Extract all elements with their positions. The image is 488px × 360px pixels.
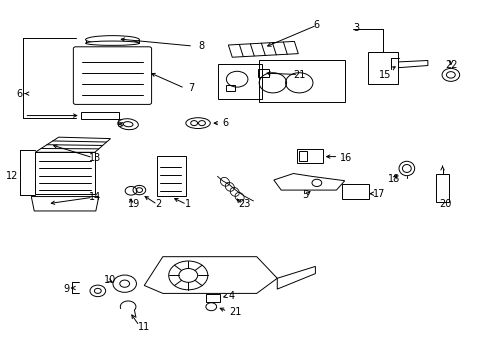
Bar xyxy=(435,174,448,202)
Text: 14: 14 xyxy=(89,192,101,202)
Text: 9: 9 xyxy=(63,284,69,294)
Bar xyxy=(258,69,268,77)
Bar xyxy=(342,184,368,199)
Bar xyxy=(206,294,220,302)
Text: 18: 18 xyxy=(387,174,399,184)
Text: 5: 5 xyxy=(302,190,308,200)
Text: 6: 6 xyxy=(16,89,22,99)
Bar xyxy=(259,60,344,102)
Ellipse shape xyxy=(85,36,139,44)
Text: 21: 21 xyxy=(228,307,241,318)
Text: 4: 4 xyxy=(228,291,235,301)
Text: 13: 13 xyxy=(89,153,101,163)
Text: 2: 2 xyxy=(155,199,162,210)
Bar xyxy=(81,112,119,119)
Text: 7: 7 xyxy=(188,83,194,93)
Bar xyxy=(35,152,95,194)
Text: 23: 23 xyxy=(238,199,250,210)
Text: 3: 3 xyxy=(352,23,359,33)
Bar xyxy=(225,85,234,91)
Text: 19: 19 xyxy=(128,199,140,210)
Text: 17: 17 xyxy=(372,189,384,199)
Ellipse shape xyxy=(85,41,139,45)
Text: 8: 8 xyxy=(198,41,204,51)
Text: 21: 21 xyxy=(293,69,305,80)
Text: 1: 1 xyxy=(184,199,191,210)
Bar xyxy=(299,151,306,161)
Text: 6: 6 xyxy=(222,118,228,128)
Text: 16: 16 xyxy=(339,153,351,163)
Text: 20: 20 xyxy=(438,199,450,210)
Text: 11: 11 xyxy=(138,322,150,332)
Text: 22: 22 xyxy=(444,60,457,70)
Bar xyxy=(297,149,322,163)
Bar xyxy=(217,64,261,99)
Text: 15: 15 xyxy=(378,69,390,80)
Bar xyxy=(367,52,397,84)
Text: 6: 6 xyxy=(116,119,122,129)
Bar xyxy=(157,156,185,196)
Text: 12: 12 xyxy=(6,171,19,181)
Text: 10: 10 xyxy=(103,275,116,285)
Text: 6: 6 xyxy=(312,20,319,30)
